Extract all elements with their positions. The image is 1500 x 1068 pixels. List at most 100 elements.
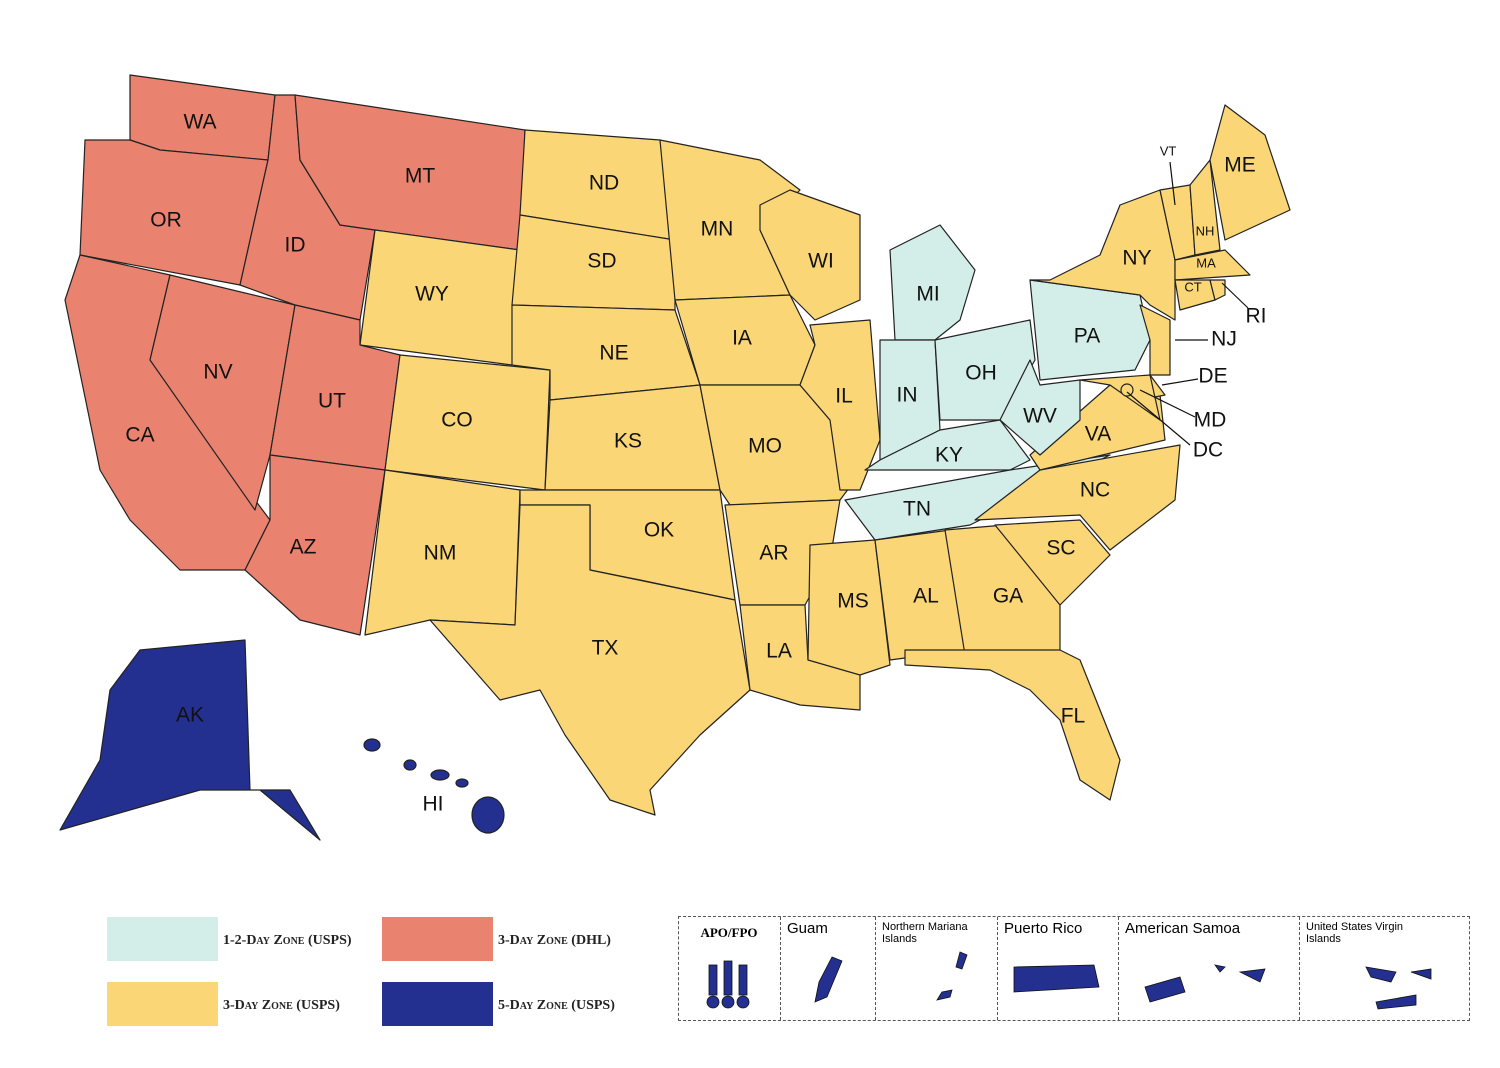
state-shape	[1029, 189, 1176, 321]
state-label: MT	[405, 165, 435, 188]
state-label: AL	[913, 585, 939, 608]
state-shape	[59, 639, 321, 841]
territory-panel: United States Virgin Islands	[1300, 917, 1470, 1020]
state-shape	[403, 759, 417, 771]
state-label: ID	[285, 234, 306, 257]
state-shape	[759, 189, 861, 321]
state-shape	[739, 604, 861, 711]
state-label: KY	[935, 444, 963, 467]
state-label: SD	[587, 250, 616, 273]
legend-swatch	[382, 982, 493, 1026]
leader-line	[1221, 282, 1249, 309]
state-label: UT	[318, 390, 346, 413]
state-shape	[994, 519, 1111, 606]
state-label: IL	[835, 385, 853, 408]
state-shape	[471, 796, 505, 834]
state-label: WA	[183, 111, 216, 134]
legend-label: 1-2-Day Zone (USPS)	[223, 933, 352, 948]
state-shape	[904, 649, 1121, 801]
state-label: VT	[1160, 143, 1177, 158]
state-label: CO	[441, 409, 473, 432]
state-shape	[1189, 159, 1221, 256]
territory-shape	[706, 960, 750, 1009]
state-label: AZ	[290, 536, 317, 559]
state-label: KS	[614, 430, 642, 453]
territory-panel: American Samoa	[1119, 917, 1300, 1020]
state-label: DC	[1193, 439, 1223, 462]
state-label: OK	[644, 519, 674, 542]
state-label: ND	[589, 172, 619, 195]
state-shape	[807, 539, 891, 676]
state-label: NY	[1122, 247, 1151, 270]
territory-shape	[1365, 966, 1432, 1010]
state-label: HI	[423, 793, 444, 816]
state-shape	[1209, 279, 1226, 301]
territory-label: Guam	[787, 920, 828, 937]
state-label: RI	[1246, 305, 1267, 328]
state-label: NV	[203, 361, 232, 384]
state-label: TN	[903, 498, 931, 521]
territory-label: Northern Mariana Islands	[882, 921, 968, 945]
state-shape	[149, 274, 296, 511]
state-label: CT	[1184, 279, 1201, 294]
state-label: SC	[1046, 537, 1075, 560]
leader-line	[1169, 161, 1176, 206]
state-label: MN	[701, 218, 734, 241]
state-shape	[799, 319, 881, 491]
state-shape	[363, 738, 381, 752]
state-shape	[1120, 383, 1134, 397]
state-label: OR	[150, 209, 182, 232]
state-label: MD	[1194, 409, 1227, 432]
state-label: NJ	[1211, 328, 1237, 351]
legend-swatch	[107, 917, 218, 961]
territory-panel: APO/FPO	[678, 917, 781, 1020]
territories-box	[678, 916, 1470, 1021]
state-label: TX	[592, 637, 619, 660]
state-shape	[1174, 249, 1251, 281]
state-label: AR	[759, 542, 788, 565]
state-label: CA	[125, 424, 154, 447]
territory-label: APO/FPO	[700, 925, 758, 940]
state-label: VA	[1085, 423, 1111, 446]
territory-label: Puerto Rico	[1004, 920, 1083, 937]
state-label: NC	[1080, 479, 1110, 502]
state-shape	[1209, 104, 1291, 241]
territory-panel: Northern Mariana Islands	[876, 917, 998, 1020]
state-label: LA	[766, 640, 792, 663]
state-shape	[430, 769, 450, 781]
state-label: GA	[993, 585, 1023, 608]
state-label: ME	[1224, 154, 1256, 177]
state-label: FL	[1061, 705, 1086, 728]
state-label: NH	[1196, 223, 1215, 238]
leader-line	[1139, 389, 1196, 418]
state-label: WI	[808, 250, 834, 273]
state-label: MI	[916, 283, 939, 306]
territory-shape	[1013, 964, 1100, 993]
state-label: WY	[415, 283, 449, 306]
state-label: MS	[837, 590, 869, 613]
leader-line	[1126, 391, 1191, 446]
territory-panel: Puerto Rico	[998, 917, 1119, 1020]
territory-shape	[936, 951, 968, 1001]
state-label: WV	[1023, 405, 1057, 428]
state-label: IN	[897, 384, 918, 407]
legend-swatch	[107, 982, 218, 1026]
legend-label: 5-Day Zone (USPS)	[498, 998, 615, 1013]
legend-label: 3-Day Zone (USPS)	[223, 998, 340, 1013]
territory-panel: Guam	[781, 917, 876, 1020]
state-label: AK	[176, 704, 204, 727]
territory-shape	[814, 956, 843, 1003]
state-shape	[455, 778, 469, 788]
legend-label: 3-Day Zone (DHL)	[498, 933, 611, 948]
state-label: OH	[965, 362, 997, 385]
territory-label: American Samoa	[1125, 920, 1241, 937]
state-shape	[1139, 304, 1171, 376]
state-shape	[429, 504, 751, 816]
territory-label: United States Virgin Islands	[1306, 921, 1404, 945]
state-label: NE	[599, 342, 628, 365]
state-label: MA	[1196, 255, 1216, 270]
state-label: PA	[1074, 325, 1100, 348]
territory-shape	[1144, 964, 1266, 1003]
